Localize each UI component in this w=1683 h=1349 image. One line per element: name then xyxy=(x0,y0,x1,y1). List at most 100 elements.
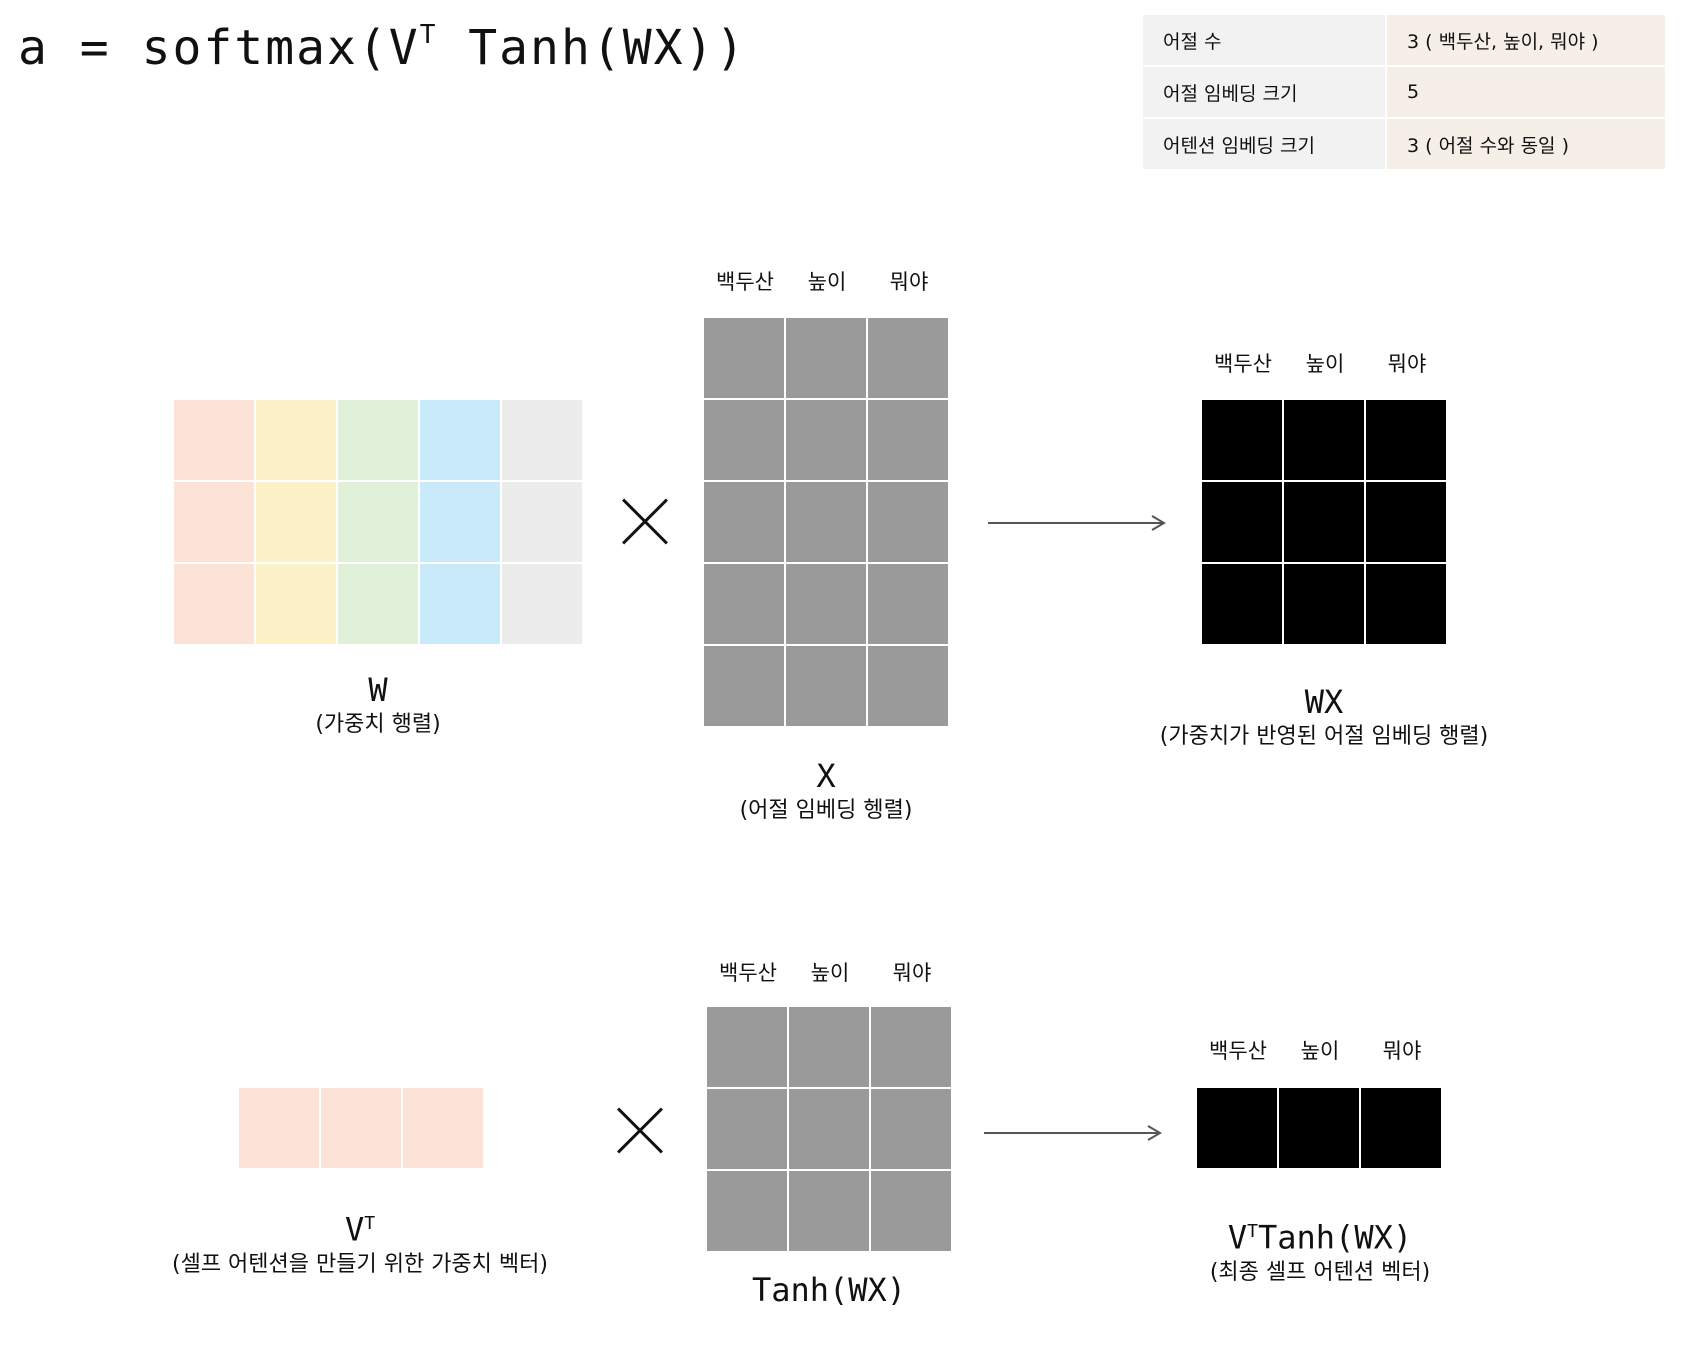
tanh-label-3: 뭐야 xyxy=(892,961,932,985)
x-label-2: 높이 xyxy=(807,270,847,294)
x-cell xyxy=(704,564,784,644)
table-key: 어텐션 임베딩 크기 xyxy=(1141,117,1387,171)
w-cell xyxy=(338,482,418,562)
table-value: 3 ( 어절 수와 동일 ) xyxy=(1385,117,1667,171)
vt-symbol: VT xyxy=(344,1210,376,1249)
x-description: (어절 임베딩 헹렬) xyxy=(739,798,913,823)
table-row: 어절 수 3 ( 백두산, 높이, 뭐야 ) xyxy=(1141,13,1667,67)
tanh-symbol: Tanh(WX) xyxy=(751,1271,907,1309)
result-label-1: 백두산 xyxy=(1209,1039,1267,1063)
tanh-cell xyxy=(871,1089,951,1169)
w-symbol: W xyxy=(368,671,388,709)
vt-caption: VT (셀프 어텐션을 만들기 위한 가중치 벡터) xyxy=(140,1204,580,1280)
x-cell xyxy=(868,318,948,398)
x-cell xyxy=(786,564,866,644)
x-column-labels: 백두산 높이 뭐야 xyxy=(704,266,950,296)
x-cell xyxy=(704,400,784,480)
result-cell xyxy=(1361,1088,1441,1168)
result-label-2: 높이 xyxy=(1300,1039,1340,1063)
w-cell xyxy=(338,564,418,644)
wx-symbol: WX xyxy=(1304,683,1344,721)
w-cell xyxy=(338,400,418,480)
w-cell xyxy=(174,564,254,644)
result-vector xyxy=(1197,1088,1441,1168)
wx-matrix xyxy=(1202,400,1446,644)
wx-cell xyxy=(1366,564,1446,644)
result-symbol: VTTanh(WX) xyxy=(1227,1218,1413,1257)
formula-prefix: a = softmax(V xyxy=(18,20,420,76)
x-cell xyxy=(868,400,948,480)
vt-cell xyxy=(321,1088,401,1168)
w-cell xyxy=(256,564,336,644)
x-cell xyxy=(786,482,866,562)
formula-sup: T xyxy=(419,20,438,50)
x-cell xyxy=(704,482,784,562)
right-arrow-icon xyxy=(988,515,1166,531)
x-cell xyxy=(704,318,784,398)
tanh-cell xyxy=(789,1007,869,1087)
wx-description: (가중치가 반영된 어절 임베딩 행렬) xyxy=(1159,724,1489,749)
w-cell xyxy=(502,564,582,644)
formula-suffix: Tanh(WX)) xyxy=(468,20,747,76)
result-label-3: 뭐야 xyxy=(1382,1039,1422,1063)
tanh-cell xyxy=(707,1089,787,1169)
wx-column-labels: 백두산 높이 뭐야 xyxy=(1202,348,1448,378)
table-value: 5 xyxy=(1385,65,1667,119)
result-column-labels: 백두산 높이 뭐야 xyxy=(1197,1035,1443,1065)
formula: a = softmax(VT Tanh(WX)) xyxy=(18,20,746,76)
w-cell xyxy=(174,482,254,562)
wx-cell xyxy=(1202,482,1282,562)
w-matrix xyxy=(174,400,582,644)
multiply-icon xyxy=(623,500,667,544)
table-value: 3 ( 백두산, 높이, 뭐야 ) xyxy=(1385,13,1667,67)
wx-label-3: 뭐야 xyxy=(1387,352,1427,376)
tanh-cell xyxy=(789,1089,869,1169)
multiply-icon xyxy=(618,1109,662,1153)
wx-cell xyxy=(1202,564,1282,644)
tanh-cell xyxy=(871,1171,951,1251)
x-cell xyxy=(868,564,948,644)
tanh-cell xyxy=(707,1007,787,1087)
tanh-cell xyxy=(789,1171,869,1251)
result-cell xyxy=(1279,1088,1359,1168)
tanh-label-2: 높이 xyxy=(810,961,850,985)
x-cell xyxy=(868,646,948,726)
tanh-cell xyxy=(871,1007,951,1087)
tanh-column-labels: 백두산 높이 뭐야 xyxy=(707,957,953,987)
tanh-matrix xyxy=(707,1007,951,1251)
vt-cell xyxy=(403,1088,483,1168)
x-label-1: 백두산 xyxy=(716,270,774,294)
result-description: (최종 셀프 어텐션 벡터) xyxy=(1209,1259,1431,1285)
table-row: 어절 임베딩 크기 5 xyxy=(1141,65,1667,119)
table-key: 어절 임베딩 크기 xyxy=(1141,65,1387,119)
wx-cell xyxy=(1366,482,1446,562)
x-cell xyxy=(786,318,866,398)
table-row: 어텐션 임베딩 크기 3 ( 어절 수와 동일 ) xyxy=(1141,117,1667,171)
wx-cell xyxy=(1284,482,1364,562)
tanh-caption: Tanh(WX) xyxy=(707,1270,951,1310)
x-label-3: 뭐야 xyxy=(889,270,929,294)
wx-cell xyxy=(1284,400,1364,480)
w-description: (가중치 행렬) xyxy=(315,712,441,737)
x-cell xyxy=(786,646,866,726)
w-cell xyxy=(420,400,500,480)
w-cell xyxy=(420,482,500,562)
wx-cell xyxy=(1284,564,1364,644)
x-cell xyxy=(704,646,784,726)
table-key: 어절 수 xyxy=(1141,13,1387,67)
result-cell xyxy=(1197,1088,1277,1168)
x-cell xyxy=(868,482,948,562)
w-cell xyxy=(420,564,500,644)
vt-cell xyxy=(239,1088,319,1168)
x-matrix xyxy=(704,318,948,726)
tanh-label-1: 백두산 xyxy=(719,961,777,985)
x-symbol: X xyxy=(816,757,836,795)
wx-cell xyxy=(1202,400,1282,480)
right-arrow-icon xyxy=(984,1125,1162,1141)
x-cell xyxy=(786,400,866,480)
wx-caption: WX (가중치가 반영된 어절 임베딩 행렬) xyxy=(1124,682,1524,752)
wx-label-2: 높이 xyxy=(1305,352,1345,376)
w-cell xyxy=(174,400,254,480)
result-caption: VTTanh(WX) (최종 셀프 어텐션 벡터) xyxy=(1120,1212,1520,1288)
vt-description: (셀프 어텐션을 만들기 위한 가중치 벡터) xyxy=(172,1251,548,1277)
